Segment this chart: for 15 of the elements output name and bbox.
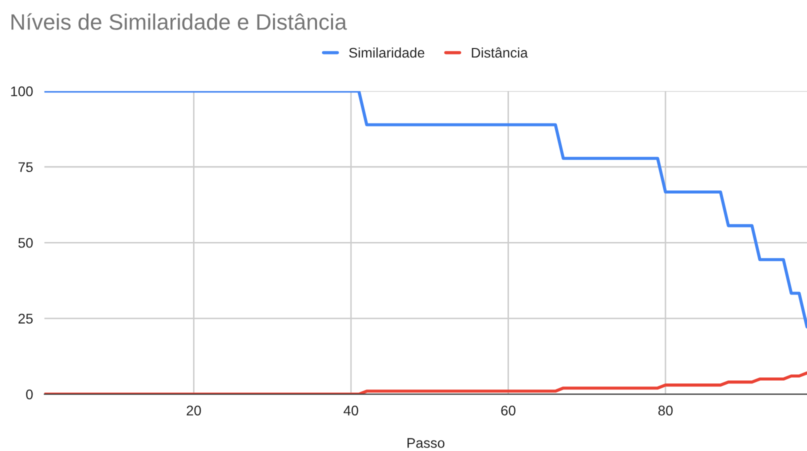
x-tick-label: 40 bbox=[344, 406, 358, 416]
y-tick-label: 25 bbox=[18, 314, 33, 324]
y-tick-label: 50 bbox=[18, 238, 33, 248]
y-tick-label: 0 bbox=[26, 390, 33, 400]
line-series bbox=[44, 371, 807, 394]
x-tick-label: 20 bbox=[186, 406, 201, 416]
y-tick-label: 100 bbox=[11, 86, 33, 96]
legend-label: Distância bbox=[472, 47, 528, 58]
x-tick-label: 80 bbox=[658, 406, 673, 416]
line-series bbox=[44, 91, 807, 328]
y-tick-label: 75 bbox=[18, 162, 33, 172]
chart-title: Níveis de Similaridade e Distância bbox=[12, 13, 347, 30]
x-axis-title: Passo bbox=[408, 438, 444, 448]
legend-label: Similaridade bbox=[349, 47, 424, 58]
x-tick-label: 60 bbox=[501, 406, 516, 416]
